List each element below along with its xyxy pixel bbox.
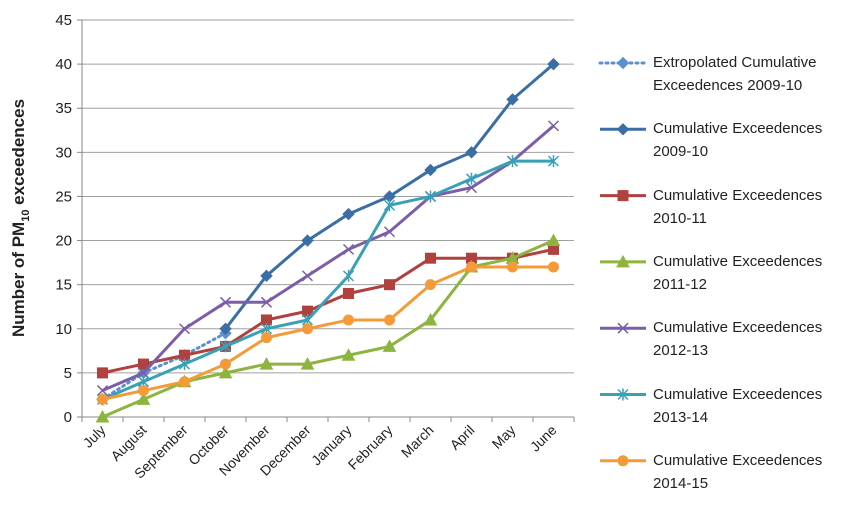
marker	[384, 279, 395, 291]
marker	[219, 340, 232, 353]
y-tick-label: 40	[55, 56, 72, 73]
y-tick-label: 25	[55, 188, 72, 205]
marker	[137, 367, 150, 379]
marker	[96, 385, 109, 397]
x-tick-label: July	[80, 422, 109, 451]
marker	[507, 261, 518, 273]
series-line	[101, 331, 227, 401]
marker	[179, 376, 190, 388]
legend-marker	[617, 455, 629, 467]
y-tick-label: 45	[55, 12, 72, 29]
x-tick-label: April	[446, 422, 477, 453]
marker	[97, 393, 108, 405]
series-line	[101, 124, 555, 392]
marker	[301, 234, 314, 247]
marker	[259, 357, 274, 370]
marker	[382, 339, 397, 352]
marker	[425, 252, 436, 264]
legend-label: Cumulative Exceedences 2009-10	[653, 120, 823, 161]
marker	[138, 358, 149, 370]
marker	[548, 261, 559, 273]
marker	[301, 270, 314, 282]
marker	[136, 392, 151, 405]
marker	[506, 93, 519, 106]
marker	[302, 323, 313, 335]
x-tick-label: March	[398, 422, 437, 461]
series-line	[102, 247, 554, 375]
marker	[465, 172, 478, 185]
legend-marker	[617, 388, 629, 401]
marker	[383, 199, 396, 212]
marker	[97, 367, 108, 379]
marker	[465, 146, 478, 159]
marker	[341, 348, 356, 361]
legend-marker	[616, 254, 630, 268]
marker	[342, 207, 355, 221]
y-label-part: exceedences	[9, 99, 28, 210]
legend-label: Cumulative Exceedences 2013-14	[653, 385, 823, 426]
marker	[343, 314, 354, 326]
legend-label: Cumulative Exceedences 2012-13	[653, 319, 823, 360]
marker	[547, 57, 560, 71]
y-tick-label: 5	[64, 365, 72, 382]
marker	[547, 155, 560, 168]
marker	[219, 322, 232, 335]
marker	[424, 190, 437, 203]
legend-label: Cumulative Exceedences 2014-15	[653, 451, 823, 492]
marker	[95, 409, 110, 423]
legend-label: Cumulative Exceedences 2011-12	[653, 252, 823, 293]
y-axis-label: Number of PM10 exceedences	[9, 99, 32, 337]
marker	[219, 296, 232, 308]
marker	[138, 385, 149, 397]
marker	[218, 365, 233, 379]
series-line	[102, 265, 554, 401]
marker	[425, 279, 436, 291]
marker	[178, 323, 191, 335]
marker	[546, 233, 561, 247]
y-tick-label: 10	[55, 321, 72, 338]
marker	[506, 155, 519, 168]
marker	[342, 269, 355, 282]
x-tick-label: May	[489, 422, 519, 452]
y-tick-label: 20	[55, 233, 72, 250]
legend-label: Cumulative Exceedences 2010-11	[653, 186, 823, 227]
y-tick-label: 35	[55, 100, 72, 117]
marker	[342, 243, 355, 255]
y-tick-label: 30	[55, 144, 72, 161]
marker	[466, 261, 477, 273]
marker	[261, 332, 272, 344]
y-tick-label: 15	[55, 277, 72, 294]
series-line	[101, 159, 554, 401]
marker	[260, 269, 273, 283]
marker	[178, 358, 191, 371]
marker	[423, 312, 438, 326]
marker	[383, 226, 396, 238]
marker	[260, 296, 273, 308]
marker	[424, 163, 437, 177]
y-label-sub: 10	[20, 210, 32, 222]
legend-marker	[616, 56, 630, 70]
y-label-part: Number of PM	[9, 222, 28, 337]
marker	[343, 287, 354, 299]
marker	[220, 358, 231, 370]
legend-marker	[617, 322, 629, 334]
legend-marker	[617, 190, 629, 202]
legend-label: Extropolated Cumulative Exceedences 2009…	[653, 54, 817, 94]
y-tick-label: 0	[64, 409, 72, 426]
x-tick-label: June	[527, 422, 560, 455]
marker	[384, 314, 395, 326]
marker	[547, 120, 560, 132]
legend-marker	[616, 123, 630, 136]
marker	[300, 357, 315, 370]
marker	[465, 182, 478, 194]
x-tick-label: February	[345, 422, 396, 473]
